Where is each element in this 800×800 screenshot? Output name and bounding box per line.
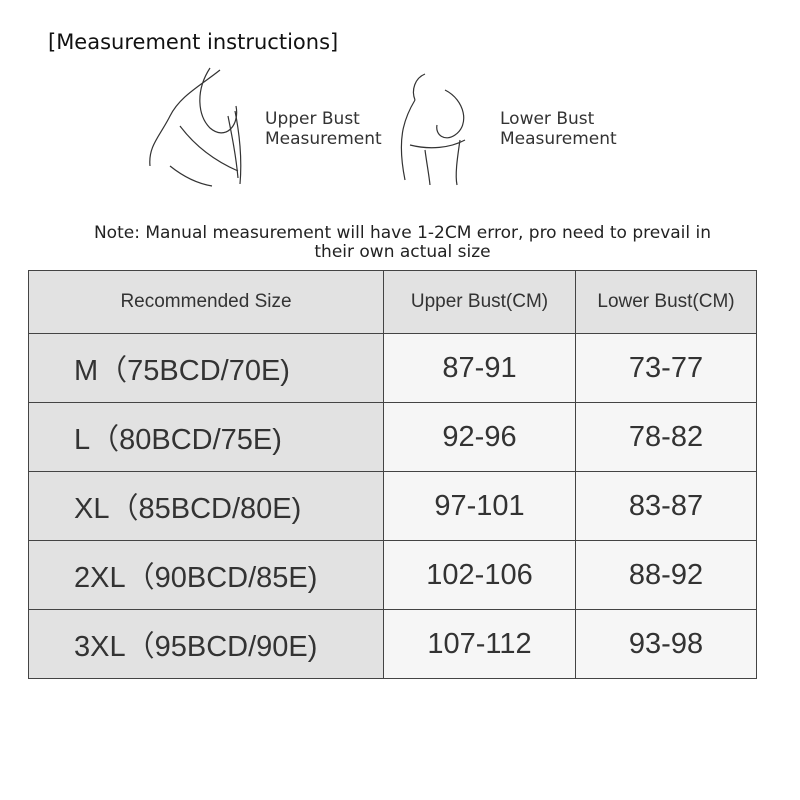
- size-table: Recommended Size Upper Bust(CM) Lower Bu…: [28, 270, 757, 679]
- lower-bust-label: Lower Bust Measurement: [500, 109, 617, 149]
- lower-bust-label-line2: Measurement: [500, 129, 617, 149]
- upper-bust-cell: 107-112: [383, 609, 576, 679]
- size-cell: M（75BCD/70E): [28, 333, 384, 403]
- lower-bust-cell: 93-98: [575, 609, 757, 679]
- size-cell: L（80BCD/75E): [28, 402, 384, 472]
- upper-bust-cell: 87-91: [383, 333, 576, 403]
- table-row: XL（85BCD/80E) 97-101 83-87: [28, 471, 757, 541]
- upper-bust-label-line2: Measurement: [265, 129, 382, 149]
- lower-bust-cell: 83-87: [575, 471, 757, 541]
- upper-bust-measurement-illustration-icon: [149, 67, 242, 187]
- size-cell: 2XL（90BCD/85E): [28, 540, 384, 610]
- table-row: L（80BCD/75E) 92-96 78-82: [28, 402, 757, 472]
- size-cell: XL（85BCD/80E): [28, 471, 384, 541]
- lower-bust-measurement-illustration-icon: [400, 73, 466, 186]
- upper-bust-cell: 97-101: [383, 471, 576, 541]
- table-row: M（75BCD/70E) 87-91 73-77: [28, 333, 757, 403]
- lower-bust-label-line1: Lower Bust: [500, 109, 595, 129]
- note-line2: their own actual size: [314, 242, 491, 262]
- size-cell: 3XL（95BCD/90E): [28, 609, 384, 679]
- measurement-note: Note: Manual measurement will have 1-2CM…: [30, 224, 775, 262]
- header-upper-bust: Upper Bust(CM): [383, 270, 576, 334]
- upper-bust-label: Upper Bust Measurement: [265, 109, 382, 149]
- table-row: 3XL（95BCD/90E) 107-112 93-98: [28, 609, 757, 679]
- upper-bust-label-line1: Upper Bust: [265, 109, 360, 129]
- lower-bust-cell: 88-92: [575, 540, 757, 610]
- table-row: 2XL（90BCD/85E) 102-106 88-92: [28, 540, 757, 610]
- upper-bust-cell: 92-96: [383, 402, 576, 472]
- table-header-row: Recommended Size Upper Bust(CM) Lower Bu…: [28, 270, 757, 334]
- note-line1: Note: Manual measurement will have 1-2CM…: [93, 223, 712, 243]
- lower-bust-cell: 73-77: [575, 333, 757, 403]
- header-lower-bust: Lower Bust(CM): [575, 270, 757, 334]
- lower-bust-cell: 78-82: [575, 402, 757, 472]
- upper-bust-cell: 102-106: [383, 540, 576, 610]
- header-recommended-size: Recommended Size: [28, 270, 384, 334]
- page-title: [Measurement instructions]: [48, 30, 339, 54]
